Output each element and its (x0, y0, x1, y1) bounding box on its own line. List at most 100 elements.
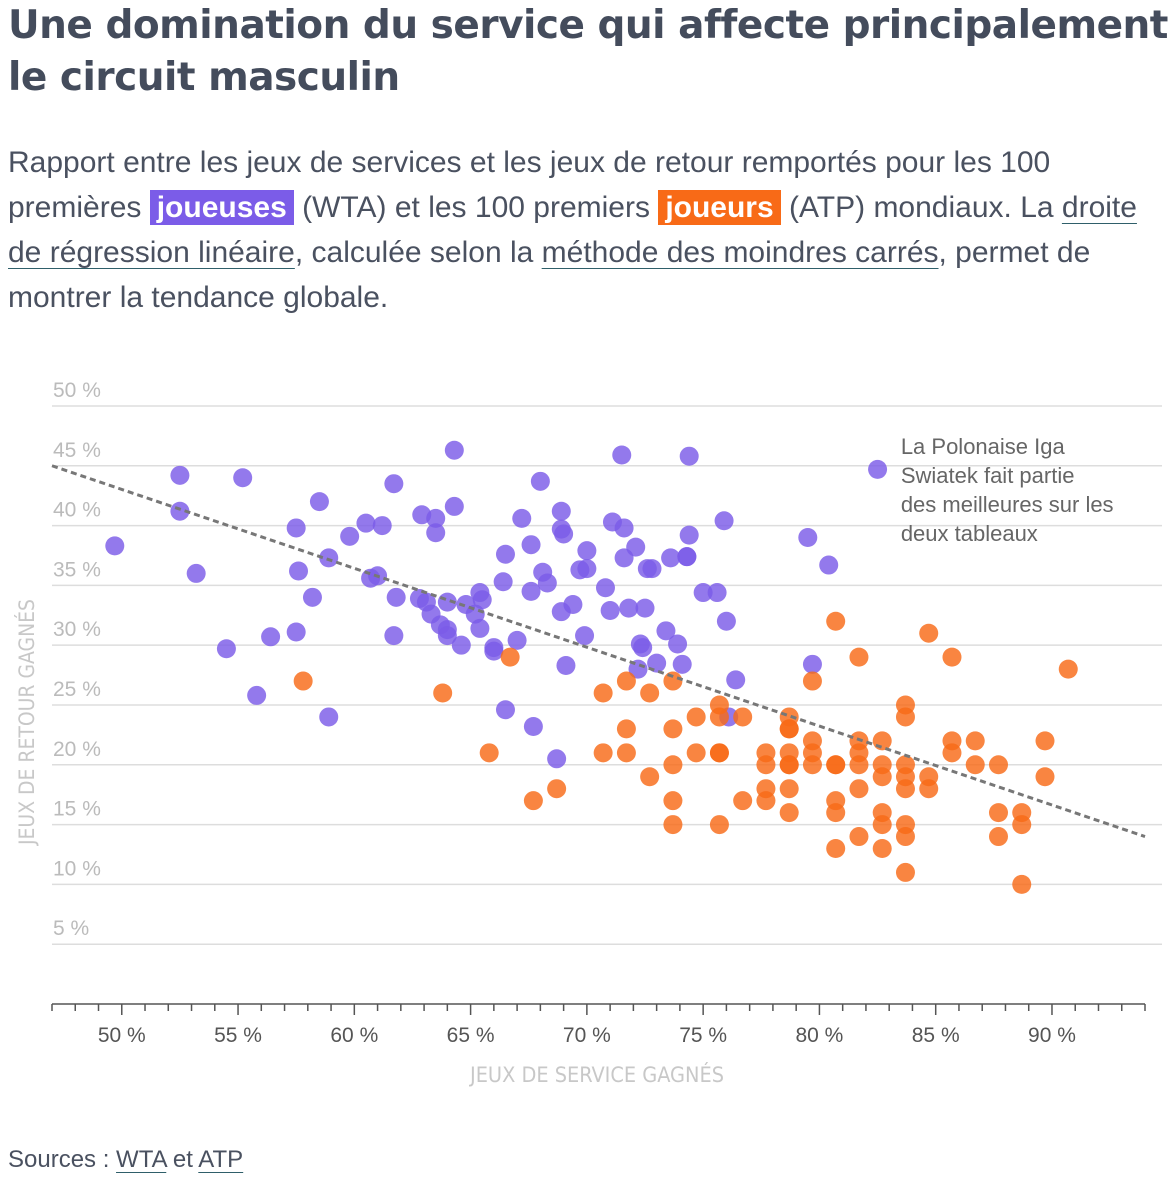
wta-point[interactable] (523, 717, 543, 737)
wta-point[interactable] (484, 641, 504, 661)
wta-point[interactable] (661, 548, 681, 568)
wta-source-link[interactable]: WTA (116, 1146, 167, 1173)
atp-point[interactable] (616, 671, 636, 691)
wta-point[interactable] (679, 525, 699, 545)
atp-point[interactable] (988, 827, 1008, 847)
atp-point[interactable] (709, 707, 729, 727)
atp-point[interactable] (1012, 815, 1032, 835)
wta-point[interactable] (302, 587, 322, 607)
atp-point[interactable] (523, 791, 543, 811)
wta-point[interactable] (819, 555, 839, 575)
wta-point[interactable] (495, 700, 515, 720)
atp-point[interactable] (919, 623, 939, 643)
wta-point[interactable] (437, 626, 457, 646)
atp-source-link[interactable]: ATP (198, 1146, 244, 1173)
atp-point[interactable] (1058, 659, 1078, 679)
atp-point[interactable] (756, 755, 776, 775)
wta-point[interactable] (600, 600, 620, 620)
atp-point[interactable] (826, 755, 846, 775)
atp-point[interactable] (663, 719, 683, 739)
wta-point[interactable] (472, 590, 492, 610)
wta-point[interactable] (672, 654, 692, 674)
wta-point[interactable] (216, 639, 236, 659)
atp-point[interactable] (756, 791, 776, 811)
wta-point[interactable] (386, 587, 406, 607)
wta-point[interactable] (563, 595, 583, 615)
atp-point[interactable] (895, 707, 915, 727)
atp-point[interactable] (663, 791, 683, 811)
wta-point[interactable] (619, 598, 639, 618)
wta-point[interactable] (356, 513, 376, 533)
wta-point[interactable] (802, 654, 822, 674)
wta-point[interactable] (726, 670, 746, 690)
wta-point[interactable] (512, 508, 532, 528)
atp-point[interactable] (849, 647, 869, 667)
atp-point[interactable] (802, 671, 822, 691)
wta-point[interactable] (186, 563, 206, 583)
atp-point[interactable] (988, 755, 1008, 775)
wta-point[interactable] (577, 559, 597, 579)
wta-point[interactable] (451, 635, 471, 655)
wta-point[interactable] (465, 604, 485, 624)
wta-point[interactable] (309, 492, 329, 512)
atp-point[interactable] (826, 803, 846, 823)
wta-point[interactable] (444, 440, 464, 460)
atp-point[interactable] (779, 779, 799, 799)
atp-point[interactable] (547, 779, 567, 799)
wta-point[interactable] (668, 634, 688, 654)
atp-point[interactable] (826, 611, 846, 631)
wta-point[interactable] (170, 465, 190, 485)
atp-point[interactable] (593, 683, 613, 703)
atp-point[interactable] (849, 755, 869, 775)
atp-point[interactable] (779, 719, 799, 739)
wta-point[interactable] (677, 547, 697, 567)
atp-point[interactable] (479, 743, 499, 763)
atp-point[interactable] (965, 731, 985, 751)
atp-point[interactable] (686, 707, 706, 727)
atp-point[interactable] (663, 755, 683, 775)
wta-point[interactable] (626, 537, 646, 557)
atp-point[interactable] (779, 803, 799, 823)
wta-point[interactable] (716, 611, 736, 631)
wta-point[interactable] (289, 561, 309, 581)
atp-point[interactable] (942, 647, 962, 667)
atp-point[interactable] (640, 767, 660, 787)
atp-point[interactable] (802, 755, 822, 775)
wta-point[interactable] (170, 501, 190, 521)
atp-point[interactable] (779, 755, 799, 775)
wta-point[interactable] (551, 501, 571, 521)
wta-point[interactable] (319, 548, 339, 568)
wta-point[interactable] (493, 572, 513, 592)
atp-point[interactable] (433, 683, 453, 703)
wta-point[interactable] (635, 598, 655, 618)
atp-point[interactable] (663, 815, 683, 835)
atp-point[interactable] (733, 707, 753, 727)
wta-point[interactable] (444, 496, 464, 516)
atp-point[interactable] (895, 827, 915, 847)
atp-point[interactable] (293, 671, 313, 691)
atp-point[interactable] (849, 827, 869, 847)
atp-point[interactable] (988, 803, 1008, 823)
wta-point[interactable] (426, 508, 446, 528)
atp-point[interactable] (686, 743, 706, 763)
atp-point[interactable] (709, 815, 729, 835)
wta-point[interactable] (612, 445, 632, 465)
atp-point[interactable] (895, 862, 915, 882)
regression-link[interactable]: droite de régression linéaire (8, 191, 1137, 269)
wta-point[interactable] (105, 536, 125, 556)
atp-point[interactable] (616, 719, 636, 739)
wta-point[interactable] (521, 535, 541, 555)
wta-point[interactable] (426, 523, 446, 543)
wta-point[interactable] (693, 583, 713, 603)
atp-point[interactable] (1012, 874, 1032, 894)
atp-point[interactable] (919, 779, 939, 799)
wta-point[interactable] (556, 656, 576, 676)
atp-point[interactable] (872, 839, 892, 859)
wta-point[interactable] (798, 528, 818, 548)
atp-point[interactable] (616, 743, 636, 763)
wta-point[interactable] (319, 707, 339, 727)
wta-point[interactable] (554, 524, 574, 544)
atp-point[interactable] (872, 815, 892, 835)
wta-point[interactable] (384, 626, 404, 646)
atp-point[interactable] (640, 683, 660, 703)
